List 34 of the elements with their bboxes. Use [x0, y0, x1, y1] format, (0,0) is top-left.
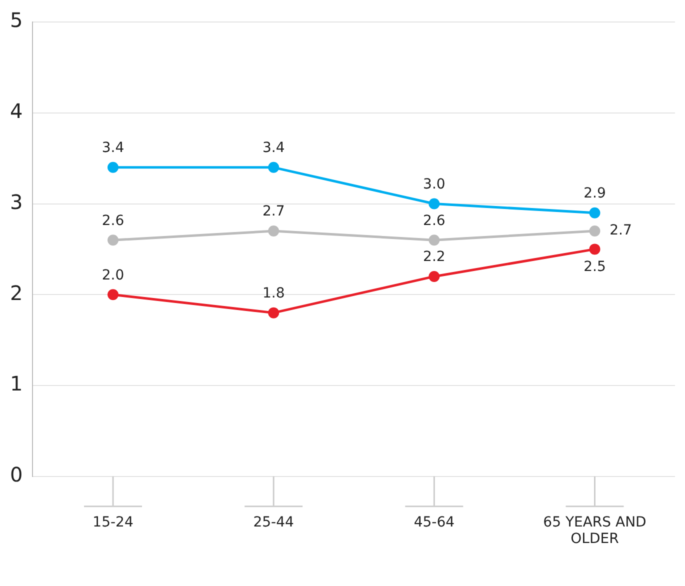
- point: [108, 289, 119, 300]
- data-label: 2.7: [262, 204, 285, 220]
- y-tick-label: 5: [10, 8, 23, 32]
- data-label: 1.8: [262, 285, 285, 302]
- point: [268, 307, 280, 318]
- y-tick-label: 1: [10, 372, 23, 396]
- data-label: 2.7: [610, 222, 632, 239]
- point: [108, 234, 119, 246]
- x-tick-label: 45-64: [414, 514, 455, 530]
- data-label: 3.4: [102, 140, 124, 156]
- point: [428, 234, 440, 246]
- data-label: 2.6: [102, 212, 124, 229]
- x-tick-label: 25-44: [253, 514, 294, 530]
- point: [589, 226, 600, 237]
- data-label: 2.9: [584, 185, 606, 202]
- x-tick-label: 15-24: [92, 514, 134, 530]
- data-label: 2.6: [423, 212, 446, 229]
- y-tick-label: 2: [10, 280, 23, 305]
- point: [108, 162, 119, 173]
- y-tick-label: 4: [10, 99, 23, 124]
- point: [589, 207, 600, 218]
- x-tick-label: 65 YEARS AND OLDER: [543, 514, 646, 548]
- point: [428, 198, 440, 210]
- y-tick-label: 0: [10, 462, 23, 487]
- point: [268, 162, 280, 173]
- data-label: 3.0: [423, 176, 446, 192]
- point: [268, 226, 280, 237]
- data-label: 2.0: [102, 267, 124, 284]
- data-label: 3.4: [262, 140, 285, 156]
- data-label: 2.5: [584, 258, 606, 275]
- point: [428, 270, 440, 282]
- y-tick-label: 3: [10, 190, 23, 214]
- data-label: 2.2: [423, 249, 446, 266]
- point: [589, 244, 600, 255]
